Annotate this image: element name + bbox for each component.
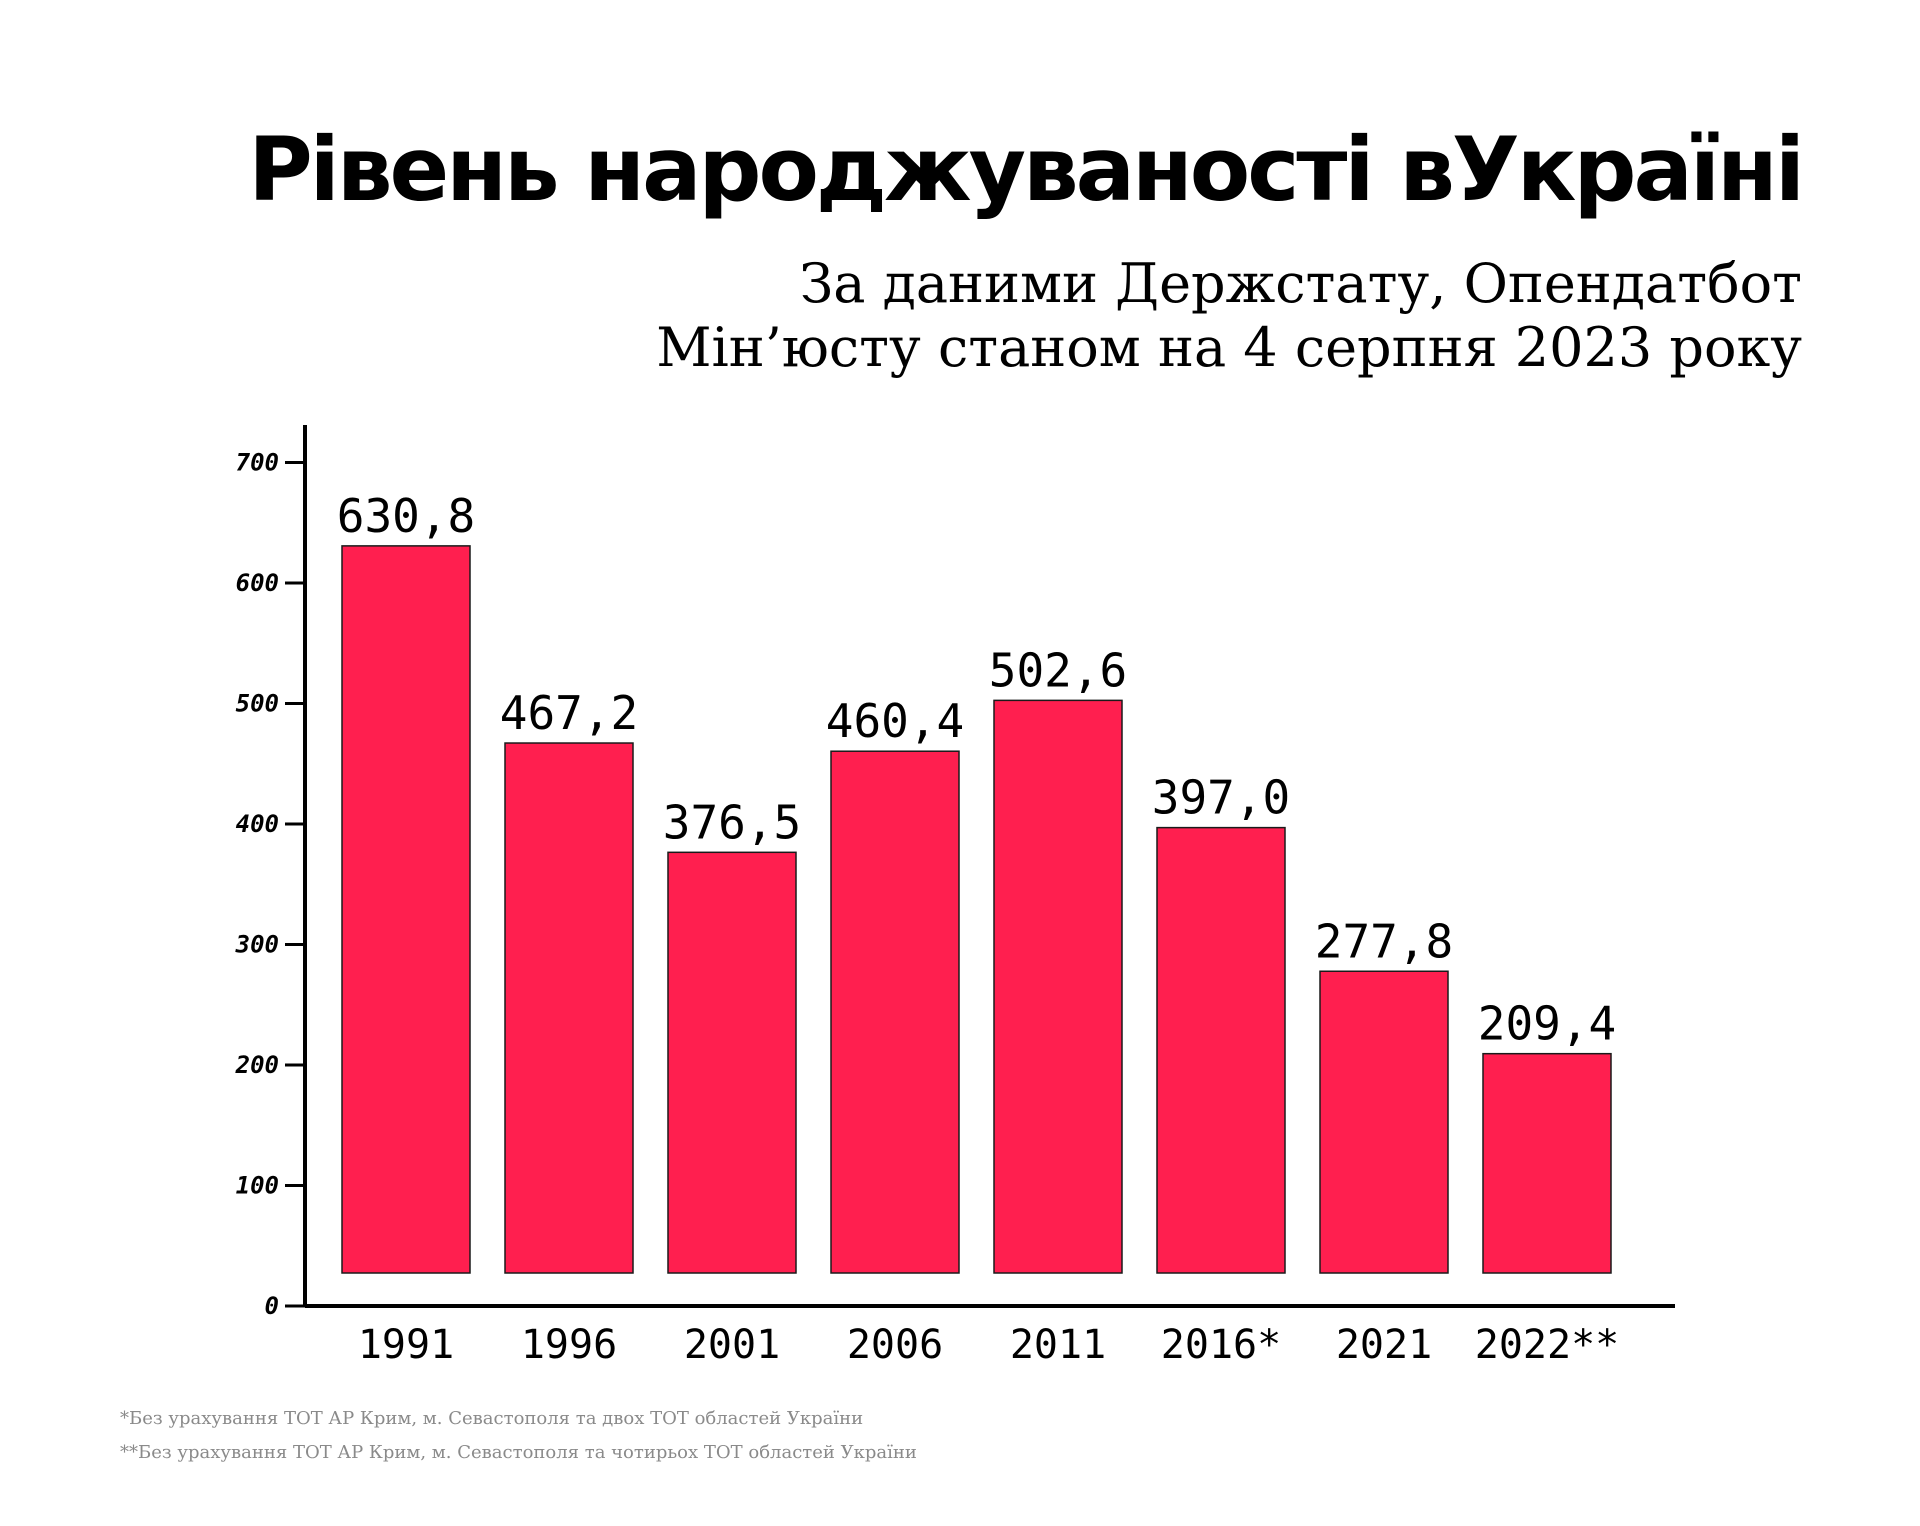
data-label: 376,5 — [663, 795, 801, 849]
x-tick-label: 2022** — [1475, 1322, 1620, 1368]
bar — [667, 851, 797, 1274]
bar — [1156, 826, 1286, 1274]
y-tick-label: 600 — [236, 569, 279, 597]
data-label: 467,2 — [500, 686, 638, 740]
chart-labels: 630,8 1991 467,2 1996 376,5 2001 460,4 2006 502,… — [337, 489, 1619, 1368]
data-label: 277,8 — [1315, 914, 1453, 968]
data-label: 502,6 — [989, 643, 1127, 697]
x-tick-label: 2006 — [847, 1322, 943, 1368]
data-label: 630,8 — [337, 489, 475, 543]
chart-axes: 0 100 200 300 400 500 600 700 — [235, 425, 1675, 1320]
y-tick-label: 500 — [236, 690, 279, 718]
data-label: 397,0 — [1152, 771, 1290, 825]
y-tick-label: 100 — [236, 1172, 279, 1200]
data-label: 460,4 — [826, 694, 964, 748]
chart-title: Рівень народжуваності вУкраїні — [248, 118, 1805, 221]
x-tick-label: 2016* — [1161, 1322, 1281, 1368]
x-tick-label: 2021 — [1336, 1322, 1432, 1368]
footnote-1: *Без урахування ТОТ АР Крим, м. Севастоп… — [120, 1408, 864, 1429]
footnotes: *Без урахування ТОТ АР Крим, м. Севастоп… — [120, 1402, 917, 1470]
data-label: 209,4 — [1478, 997, 1616, 1051]
chart-bars — [341, 545, 1612, 1274]
footnote-2: **Без урахування ТОТ АР Крим, м. Севасто… — [120, 1442, 917, 1463]
bar — [1482, 1052, 1612, 1274]
y-tick-label: 200 — [235, 1051, 279, 1079]
x-tick-label: 2001 — [684, 1322, 780, 1368]
subtitle-line-1: За даними Держстату, Опендатбот — [799, 252, 1802, 315]
chart-subtitle: За даними Держстату, Опендатбот Мін’юсту… — [656, 252, 1802, 380]
y-tick-label: 300 — [235, 931, 279, 959]
x-tick-label: 1996 — [521, 1322, 617, 1368]
x-tick-label: 2011 — [1010, 1322, 1106, 1368]
bar — [504, 742, 634, 1274]
bar — [1319, 970, 1449, 1274]
x-tick-label: 1991 — [358, 1322, 454, 1368]
bar — [830, 750, 960, 1274]
bar — [993, 699, 1123, 1274]
subtitle-line-2: Мін’юсту станом на 4 серпня 2023 року — [656, 316, 1802, 379]
y-tick-label: 400 — [236, 810, 279, 838]
y-tick-label: 0 — [265, 1292, 279, 1320]
y-tick-label: 700 — [236, 449, 279, 477]
bar — [341, 545, 471, 1274]
